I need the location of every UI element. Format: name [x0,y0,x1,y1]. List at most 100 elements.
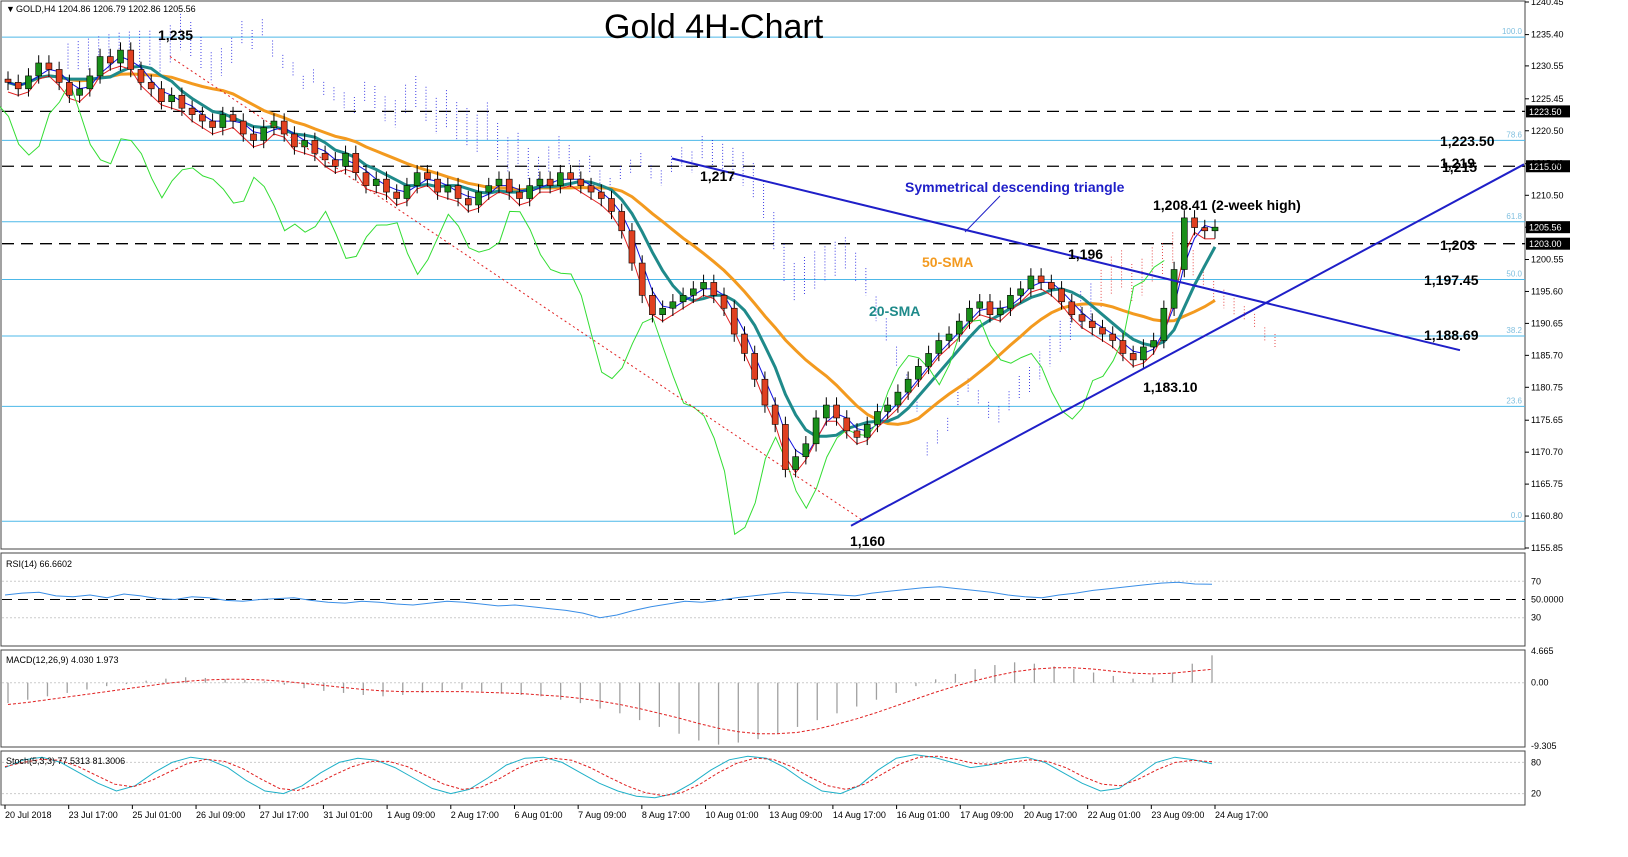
y-tick-label-9: 1195.60 [1531,286,1563,296]
candle-body [4,78,12,83]
candle-body [986,301,994,315]
label-20sma: 20-SMA [869,303,920,319]
candle-body [1181,217,1188,270]
candle-body [925,353,932,367]
candle-body [321,153,329,161]
x-tick-label-3: 26 Jul 09:00 [196,810,245,820]
macd-tick-0: 4.665 [1531,646,1554,656]
candle-body [1048,282,1055,290]
candle-body [730,307,738,335]
candle-body [597,191,605,199]
label-1217: 1,217 [700,168,735,184]
x-tick-label-4: 27 Jul 17:00 [260,810,309,820]
label-triangle: Symmetrical descending triangle [905,179,1125,195]
fib-label-6: 0.0 [1511,511,1523,520]
macd-panel: 4.665 0.00 -9.305 [2,646,1557,751]
candle-body [383,178,390,193]
label-1235: 1,235 [158,27,193,43]
x-tick-label-15: 17 Aug 09:00 [960,810,1013,820]
sma20-line [7,64,1217,438]
y-tick-label-8: 1200.55 [1531,255,1564,265]
fib-label-0: 100.0 [1502,27,1523,36]
fib-label-1: 78.6 [1506,130,1522,139]
candle-body [700,282,707,290]
macd-label: MACD(12,26,9) 4.030 1.973 [6,655,119,665]
candle-body [250,133,257,141]
candle-body [188,107,196,115]
price-axis: 1240.45 1235.40 1230.55 1225.45 1220.50 1215.… [1525,0,1570,553]
y-tick-label-3: 1225.45 [1531,94,1564,104]
candle-body [516,191,523,199]
candle-body [669,301,677,309]
y-tick-label-0: 1240.45 [1531,0,1564,7]
candle-body [1068,301,1076,315]
stoch-panel: 80 20 [2,754,1541,799]
candle-body [1150,340,1157,348]
price-panel-frame [0,0,1526,550]
candles [4,42,1219,478]
candle-body [464,198,472,206]
candle-body [782,424,789,470]
candle-body [25,75,32,90]
candle-body [1119,340,1127,354]
candle-body [239,120,247,135]
candle-body [915,366,922,380]
candle-body [372,178,380,186]
candle-body [833,404,840,419]
fib-label-5: 23.6 [1506,396,1522,405]
candle-body [1027,275,1035,290]
candle-body [771,404,779,425]
x-tick-label-14: 16 Aug 01:00 [897,810,950,820]
x-tick-label-13: 14 Aug 17:00 [833,810,886,820]
rsi-level-label-0: 70 [1531,576,1541,586]
candle-body [444,185,452,193]
fibonacci-levels: 100.0 78.6 61.8 50.0 38.2 23.6 0.0 [2,27,1525,522]
candle-body [219,114,227,128]
level-tag-1: 1215.00 [1529,162,1562,172]
label-1196: 1,196 [1068,246,1103,262]
trendlines [169,56,1525,527]
candle-body [137,69,145,83]
candle-body [393,191,400,199]
fib-label-2: 61.8 [1506,212,1522,221]
candle-body [966,307,973,322]
candle-body [158,88,165,103]
y-tick-label-5: 1215.40 [1531,159,1564,169]
candle-body [761,378,769,406]
candle-body [1140,346,1147,361]
label-50sma: 50-SMA [922,254,973,270]
candle-body [434,178,441,193]
candle-body [904,378,912,393]
y-tick-label-4: 1220.50 [1531,126,1564,136]
y-tick-label-6: 1210.50 [1531,190,1564,200]
tenkan-line [7,55,1216,458]
candle-body [14,82,22,90]
candle-body [874,411,881,425]
candle-body [649,295,656,315]
candle-body [976,301,984,309]
candle-body [301,140,308,148]
candle-body [955,320,963,335]
candle-body [413,172,421,186]
y-tick-label-11: 1185.70 [1531,350,1563,360]
sma50-line [7,72,1216,426]
x-tick-label-16: 20 Aug 17:00 [1024,810,1077,820]
fib-label-4: 38.2 [1506,326,1522,335]
macd-tick-1: 0.00 [1531,678,1549,688]
stoch-level-label-1: 20 [1531,789,1541,799]
candle-body [812,417,820,445]
y-tick-label-10: 1190.65 [1531,318,1563,328]
candle-body [720,295,728,309]
y-tick-label-12: 1180.75 [1531,382,1563,392]
candle-body [1058,288,1065,303]
dropdown-arrow-icon[interactable]: ▼ [6,4,15,14]
candle-body [843,417,851,432]
level-tag-2: 1203.00 [1529,239,1562,249]
candle-body [659,307,666,315]
x-tick-label-2: 25 Jul 01:00 [132,810,181,820]
x-tick-label-8: 6 Aug 01:00 [514,810,562,820]
candle-body [147,82,155,90]
decline-dotted-line [169,56,863,521]
candle-body [168,94,175,103]
